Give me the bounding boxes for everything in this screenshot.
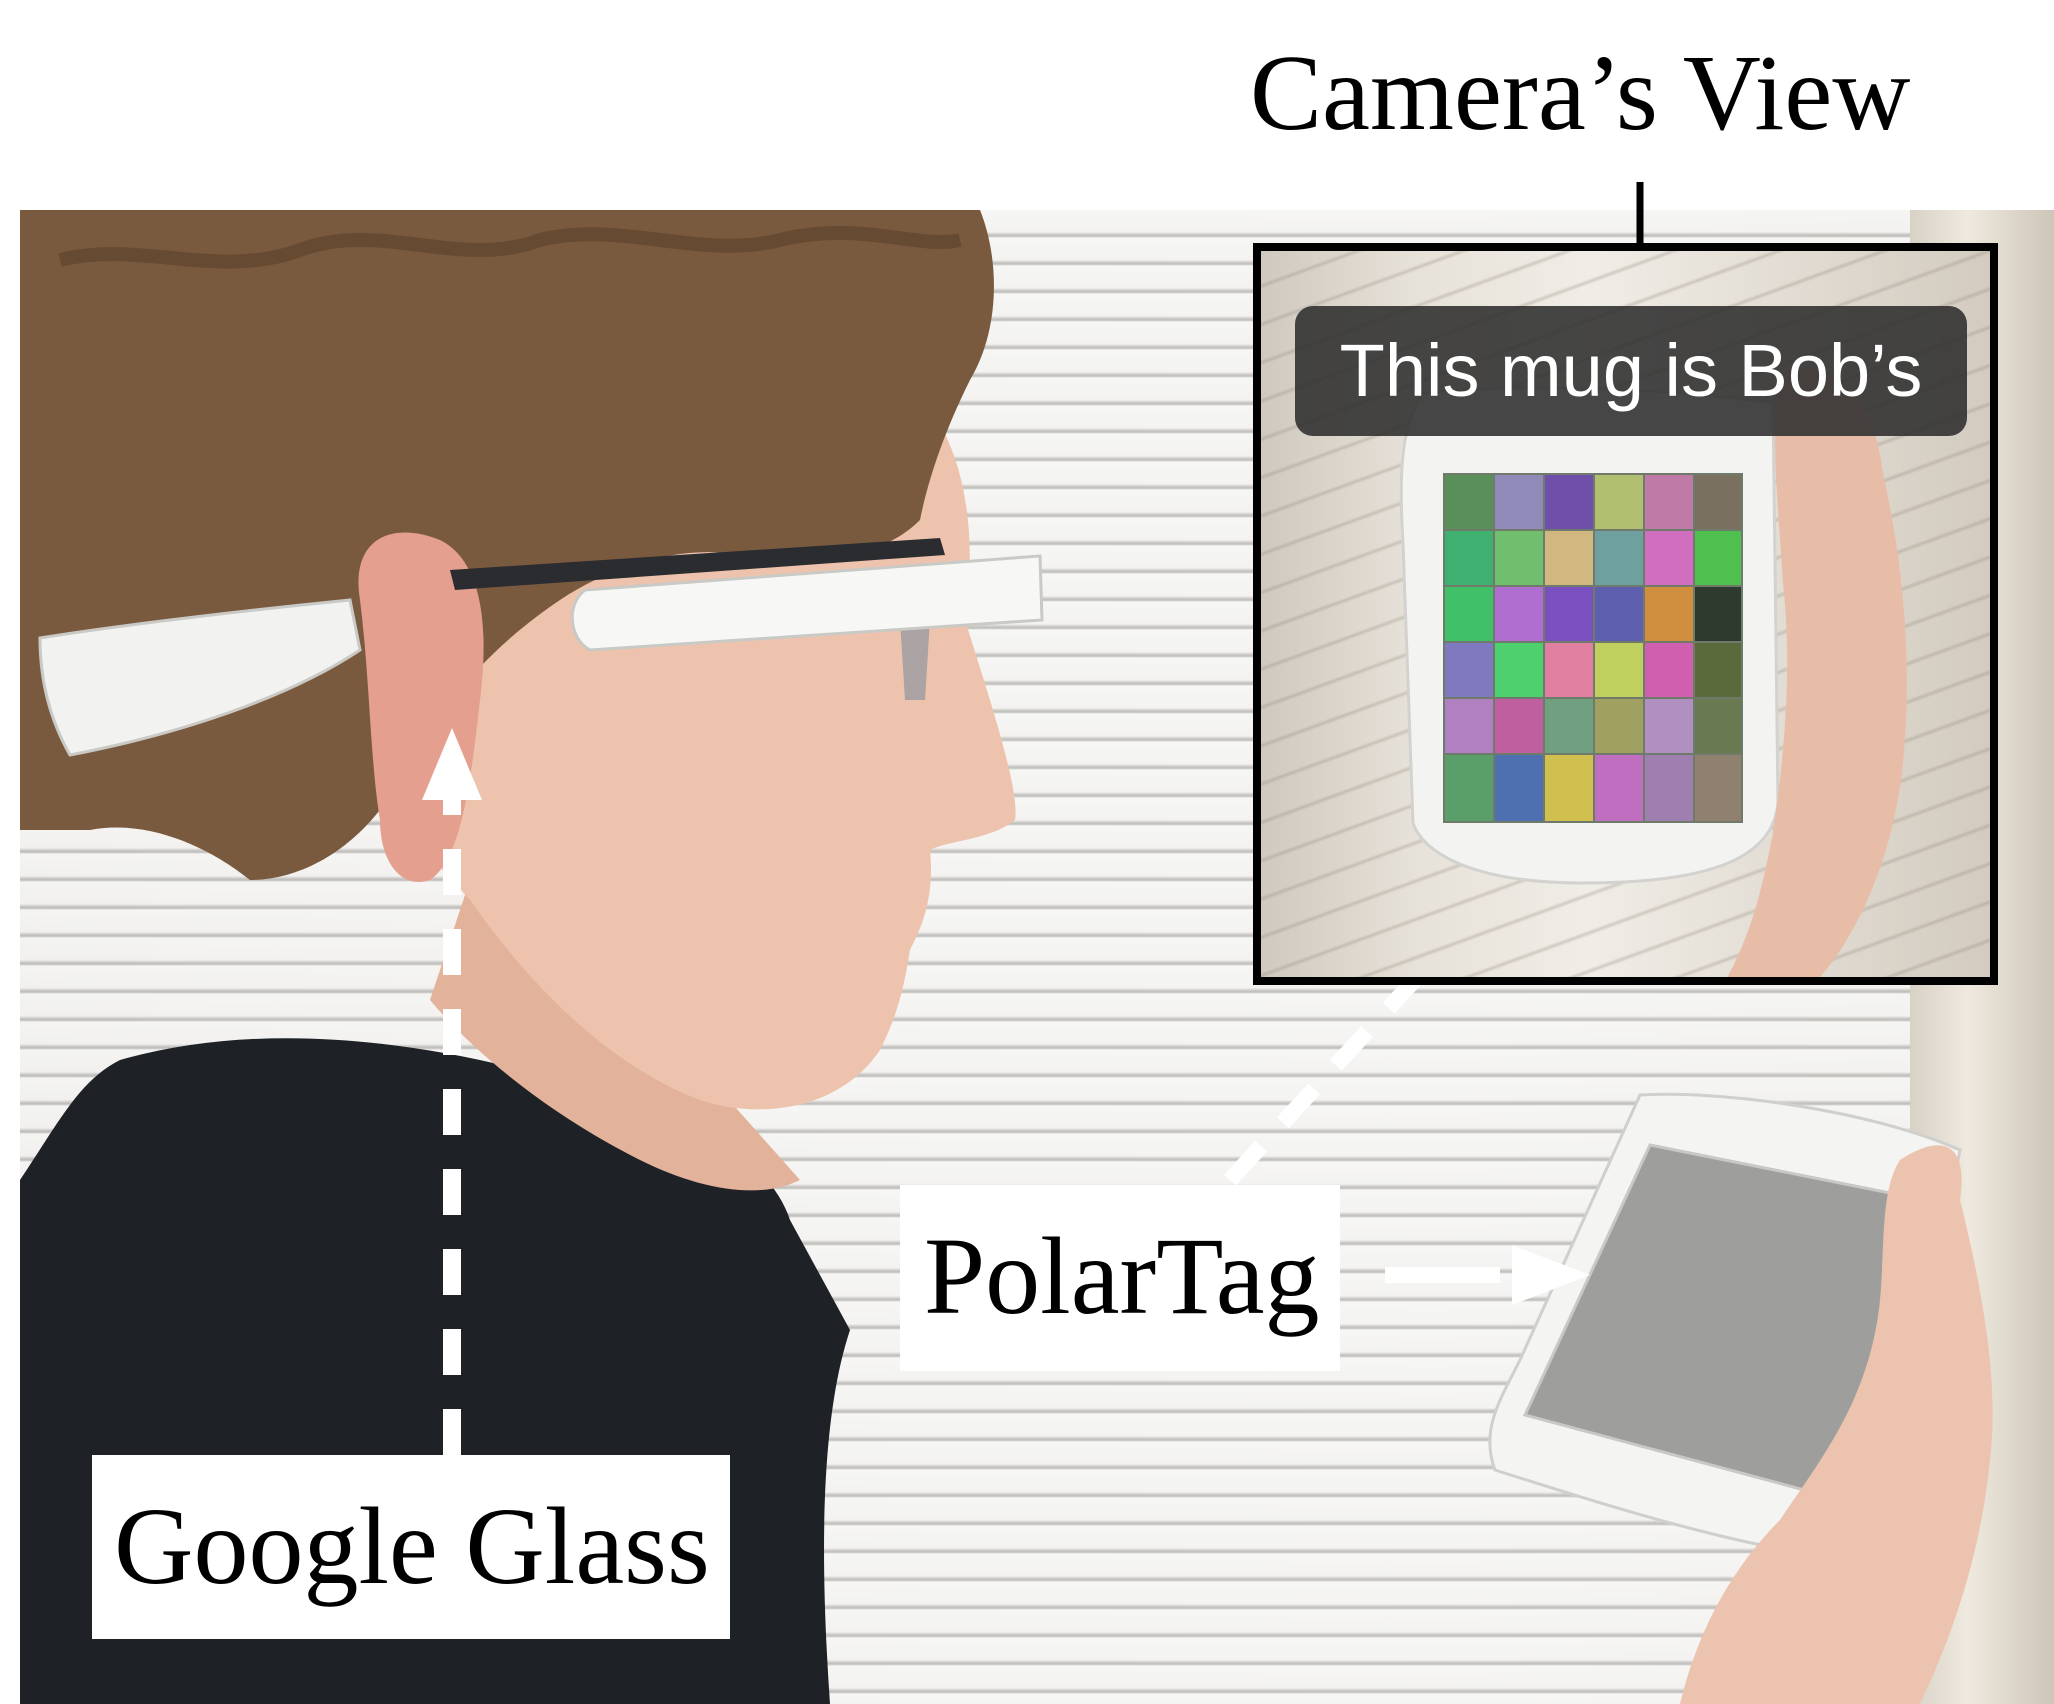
person-hair	[20, 210, 994, 880]
camera-view-title: Camera’s View	[1250, 34, 1911, 153]
hand-lower	[1680, 1145, 1993, 1704]
camera-caption: This mug is Bob’s	[1295, 306, 1967, 436]
inset-scene	[1399, 368, 1907, 977]
glass-arrow-head	[422, 728, 482, 800]
glass-rail	[450, 538, 945, 590]
hair-texture	[58, 226, 962, 269]
inset-polartag-grid	[1443, 473, 1743, 823]
polartag-label: PolarTag	[900, 1185, 1340, 1371]
polartag-mug-arrow-head	[1512, 1245, 1590, 1305]
glasses-lens	[900, 620, 930, 700]
glass-temple-back	[38, 598, 362, 757]
glass-housing	[570, 554, 1044, 652]
inset-hand	[1727, 368, 1907, 977]
polartag-inset-dashed-line	[1224, 914, 1476, 1186]
google-glass-label: Google Glass	[92, 1455, 730, 1639]
